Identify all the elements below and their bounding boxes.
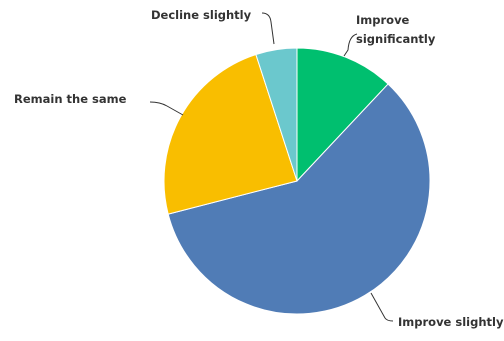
pie-slice-improve-significantly xyxy=(296,47,389,183)
pie-slices xyxy=(163,47,431,315)
pie-slice-decline-slightly xyxy=(255,47,298,182)
slice-label-improve-slightly: Improve slightly xyxy=(398,315,504,329)
slice-label-line: Improve slightly xyxy=(398,315,504,329)
pie-slice-improve-slightly xyxy=(167,83,431,315)
slice-label-improve-significantly: Improve significantly xyxy=(356,13,436,46)
slice-label-line: Decline slightly xyxy=(151,8,252,22)
slice-label-line: Remain the same xyxy=(14,92,127,106)
pie-labels: Improve significantly Improve slightly Rema… xyxy=(14,8,504,329)
slice-label-remain-the-same: Remain the same xyxy=(14,92,127,106)
leader-line-improve-slightly xyxy=(370,292,394,322)
leader-line-improve-significantly xyxy=(343,33,358,57)
leader-line-remain-the-same xyxy=(149,101,184,116)
slice-label-line: significantly xyxy=(356,32,436,46)
slice-label-decline-slightly: Decline slightly xyxy=(151,8,252,22)
slice-label-line: Improve xyxy=(356,13,410,27)
pie-slice-remain-the-same xyxy=(163,53,298,215)
leader-line-decline-slightly xyxy=(261,12,275,45)
